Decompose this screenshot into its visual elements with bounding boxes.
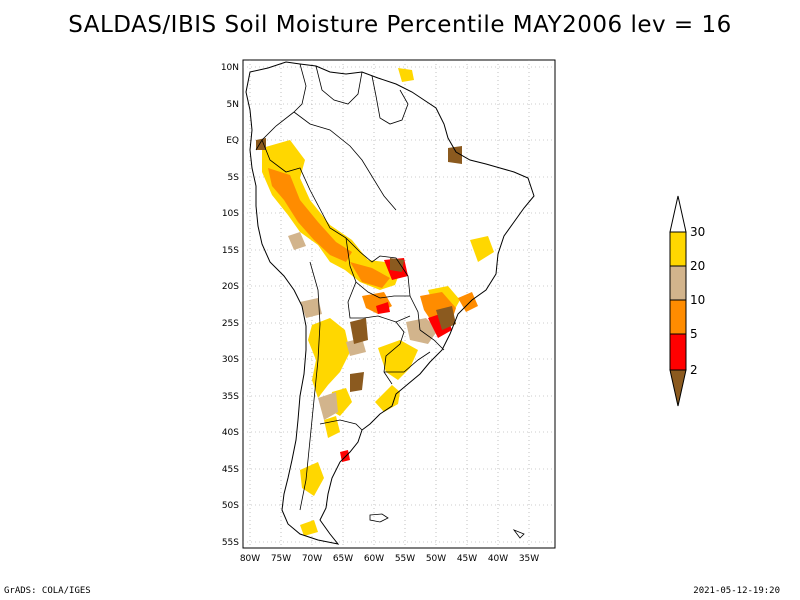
page-title: SALDAS/IBIS Soil Moisture Percentile MAY… <box>68 12 732 38</box>
lat-tick-label: 15S <box>222 246 239 256</box>
colorbar-bin-10-20 <box>669 265 687 301</box>
lon-tick-label: 40W <box>488 554 508 564</box>
lon-tick-label: 60W <box>364 554 384 564</box>
country-borders <box>255 63 445 511</box>
lat-tick-label: 35S <box>222 392 239 402</box>
lon-tick-label: 75W <box>271 554 291 564</box>
lat-tick-label: EQ <box>226 136 239 146</box>
lon-tick-label: 55W <box>395 554 415 564</box>
graticule <box>243 60 555 548</box>
colorbar-label-2: 2 <box>690 363 698 377</box>
lat-tick-label: 10S <box>222 209 239 219</box>
colorbar-bin-5-10 <box>669 299 687 335</box>
lon-tick-label: 35W <box>519 554 539 564</box>
islands <box>369 513 525 539</box>
colorbar-label-10: 10 <box>690 293 705 307</box>
lat-tick-label: 5N <box>227 100 239 110</box>
lat-tick-label: 25S <box>222 319 239 329</box>
lat-tick-label: 30S <box>222 355 239 365</box>
footer-credit: GrADS: COLA/IGES <box>4 586 91 596</box>
lat-tick-label: 40S <box>222 428 239 438</box>
colorbar: 30 20 10 5 2 <box>669 195 705 407</box>
continent-outline <box>245 61 535 545</box>
colorbar-bin-2-5 <box>669 333 687 371</box>
lon-tick-label: 65W <box>333 554 353 564</box>
colorbar-bin-20-30 <box>669 231 687 267</box>
colorbar-label-5: 5 <box>690 327 698 341</box>
lat-tick-label: 10N <box>221 63 239 73</box>
colorbar-label-30: 30 <box>690 225 705 239</box>
lon-tick-label: 80W <box>240 554 260 564</box>
colorbar-top-arrow <box>669 195 687 233</box>
footer-timestamp: 2021-05-12-19:20 <box>693 586 780 596</box>
longitude-labels: 80W 75W 70W 65W 60W 55W 50W 45W 40W 35W <box>240 554 539 564</box>
lat-tick-label: 45S <box>222 465 239 475</box>
colorbar-bottom-arrow <box>669 369 687 407</box>
lon-tick-label: 50W <box>426 554 446 564</box>
lat-tick-label: 50S <box>222 501 239 511</box>
lat-tick-label: 5S <box>228 173 240 183</box>
lat-tick-label: 55S <box>222 538 239 548</box>
lon-tick-label: 45W <box>457 554 477 564</box>
map-frame <box>242 59 556 549</box>
latitude-labels: 10N 5N EQ 5S 10S 15S 20S 25S 30S 35S 40S 45S 50S 55S <box>221 63 239 548</box>
colorbar-label-20: 20 <box>690 259 705 273</box>
soil-moisture-field <box>256 68 494 536</box>
lat-tick-label: 20S <box>222 282 239 292</box>
lon-tick-label: 70W <box>302 554 322 564</box>
